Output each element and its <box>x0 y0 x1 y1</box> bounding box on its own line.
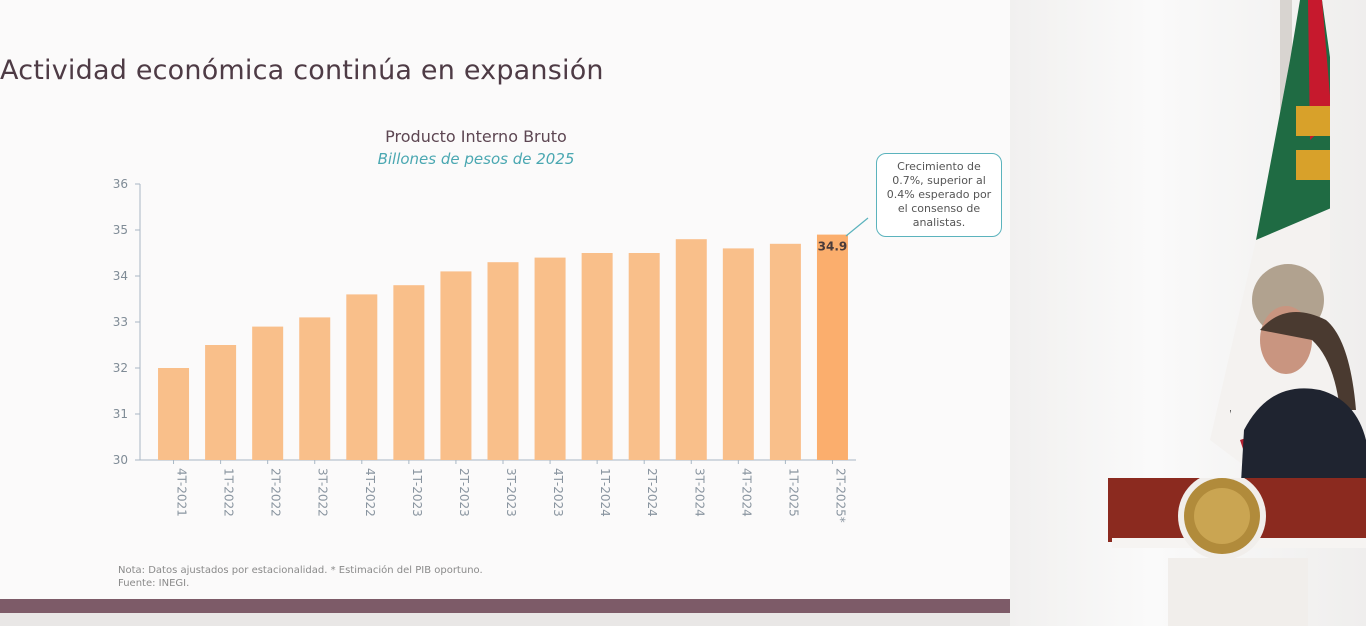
x-tick-label: 3T-2022 <box>316 468 330 517</box>
bar-3T-2023 <box>487 262 519 460</box>
bar-4T-2023 <box>534 257 566 460</box>
data-label: 34.9 <box>818 240 848 254</box>
bar-2T-2023 <box>440 271 472 460</box>
bar-2T-2024 <box>628 253 660 460</box>
bar-2T-2025* <box>816 234 848 460</box>
y-tick-labels: 30 31 32 33 34 35 36 <box>113 177 128 467</box>
bar-1T-2025 <box>769 243 801 460</box>
y-tick-label: 30 <box>113 453 128 467</box>
x-tick-label: 1T-2025 <box>786 468 800 517</box>
bar-4T-2021 <box>158 368 190 460</box>
y-tick-label: 33 <box>113 315 128 329</box>
x-tick-labels: 4T-2021 1T-2022 2T-2022 3T-2022 4T-2022 1T-20… <box>175 468 848 523</box>
bar-4T-2024 <box>722 248 754 460</box>
y-tick-label: 35 <box>113 223 128 237</box>
bar-3T-2024 <box>675 239 707 460</box>
x-tick-label: 3T-2024 <box>692 468 706 517</box>
callout-text: Crecimiento de 0.7%, superior al 0.4% es… <box>886 160 992 229</box>
data-labels: 34.9 <box>818 240 848 254</box>
x-tick-label: 4T-2024 <box>739 468 753 517</box>
chart-subtitle: Billones de pesos de 2025 <box>378 150 575 168</box>
x-tick-label: 2T-2025* <box>833 468 847 523</box>
bar-1T-2022 <box>205 345 237 460</box>
bar-1T-2023 <box>393 285 425 460</box>
note-line-2: Fuente: INEGI. <box>118 578 190 589</box>
bar-1T-2024 <box>581 253 613 460</box>
bar-3T-2022 <box>299 317 331 460</box>
y-tick-label: 36 <box>113 177 128 191</box>
y-tick-label: 32 <box>113 361 128 375</box>
speaker-figure <box>1230 306 1366 500</box>
x-tick-label: 1T-2023 <box>410 468 424 517</box>
chart-bars <box>158 234 848 460</box>
screen-bottom-border <box>0 599 1018 613</box>
x-tick-label: 2T-2024 <box>645 468 659 517</box>
x-tick-label: 1T-2022 <box>222 468 236 517</box>
chart-note: Nota: Datos ajustados por estacionalidad… <box>118 564 483 590</box>
y-tick-label: 31 <box>113 407 128 421</box>
bar-4T-2022 <box>346 294 378 460</box>
y-tick-label: 34 <box>113 269 128 283</box>
callout-pointer-line <box>845 217 869 237</box>
x-tick-label: 4T-2023 <box>551 468 565 517</box>
x-tick-label: 4T-2021 <box>175 468 189 517</box>
x-tick-label: 3T-2023 <box>504 468 518 517</box>
note-line-1: Nota: Datos ajustados por estacionalidad… <box>118 565 483 576</box>
x-tick-label: 4T-2022 <box>363 468 377 517</box>
x-tick-label: 2T-2023 <box>457 468 471 517</box>
x-tick-label: 2T-2022 <box>269 468 283 517</box>
chart-title: Producto Interno Bruto <box>385 127 567 146</box>
x-tick-label: 1T-2024 <box>598 468 612 517</box>
slide-title: Actividad económica continúa en expansió… <box>0 55 604 86</box>
bar-2T-2022 <box>252 326 284 460</box>
podium <box>1108 478 1366 626</box>
growth-callout: Crecimiento de 0.7%, superior al 0.4% es… <box>876 153 1002 237</box>
gdp-bar-chart: Producto Interno Bruto Billones de pesos… <box>113 127 869 523</box>
